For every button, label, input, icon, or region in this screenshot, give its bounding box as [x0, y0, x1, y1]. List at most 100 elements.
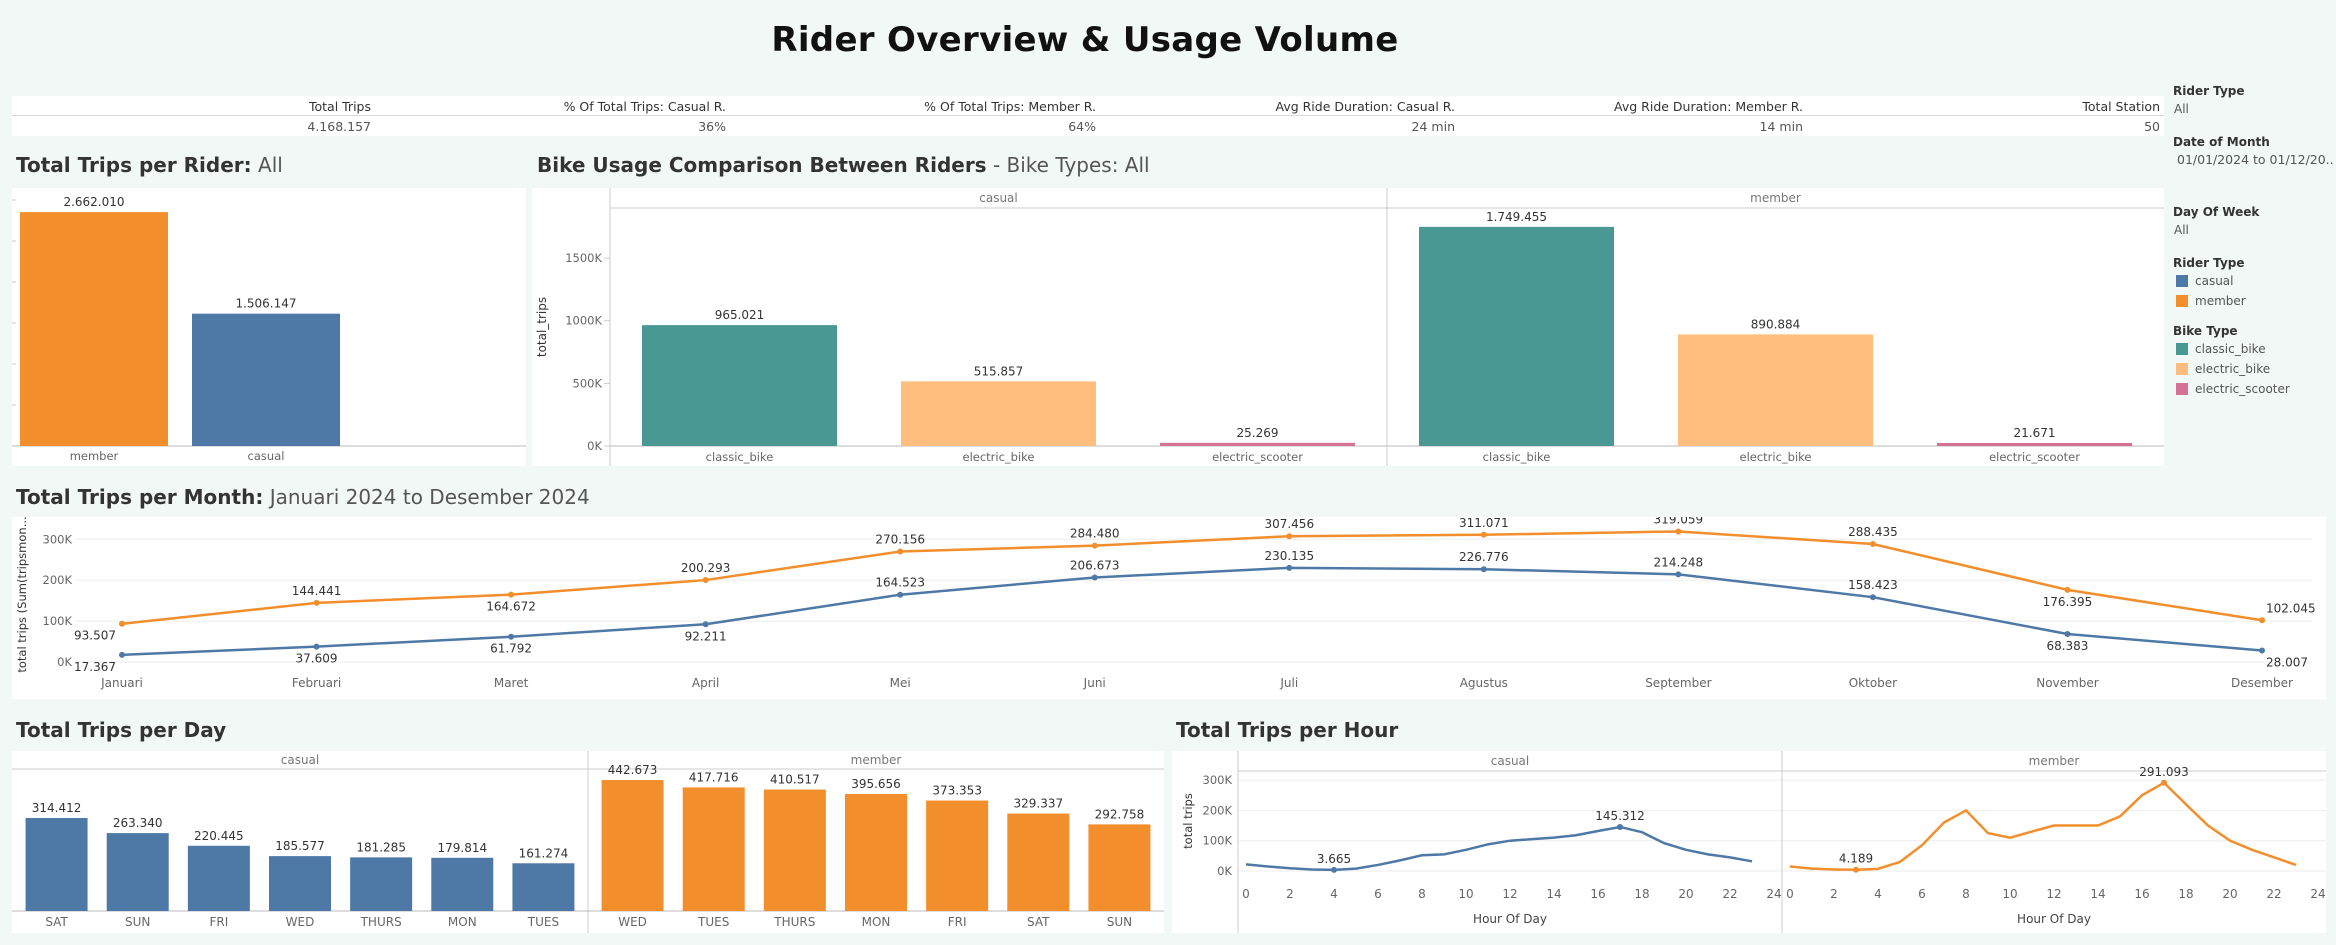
kpi-header-avg-member: Avg Ride Duration: Member R. [1614, 99, 1803, 114]
point-casual [2259, 647, 2265, 654]
kpi-header-total-trips: Total Trips [308, 99, 371, 114]
data-label-member-WED: 442.673 [608, 763, 658, 777]
x-label-classic_bike: classic_bike [1483, 450, 1551, 464]
bike-title-sub: - Bike Types: All [992, 153, 1150, 177]
x-label-MON: MON [862, 915, 891, 929]
line-member [1789, 781, 2297, 871]
point-member [1480, 531, 1487, 538]
x-tick-label: 4 [1874, 887, 1882, 901]
point-member [1091, 542, 1098, 549]
data-label-member-3: 4.189 [1839, 852, 1873, 866]
data-label-member: 2.662.010 [63, 195, 124, 209]
page-title: Rider Overview & Usage Volume [771, 20, 1399, 60]
bar-casual-electric_bike [901, 381, 1096, 446]
point-casual [1286, 564, 1293, 571]
x-axis-title: Hour Of Day [2017, 912, 2091, 926]
point-casual [897, 591, 904, 598]
x-tick-label: 6 [1374, 887, 1382, 901]
facet-header-casual: casual [281, 753, 320, 767]
bike-section-title: Bike Usage Comparison Between Riders - B… [537, 153, 1150, 177]
legend-item-classic-bike[interactable]: classic_bike [2176, 342, 2266, 356]
swatch-electric-scooter [2176, 383, 2188, 395]
x-label-Agustus: Agustus [1460, 676, 1508, 690]
bar-member-MON [845, 793, 907, 911]
swatch-electric-bike [2176, 363, 2188, 375]
kpi-strip: Total Trips % Of Total Trips: Casual R. … [12, 96, 2164, 136]
x-label-SUN: SUN [1107, 915, 1132, 929]
y-tick-label: 300K [1203, 773, 1233, 787]
bar-member-WED [601, 780, 664, 911]
y-axis-title: total trips (Sum(tripsmon... [15, 517, 29, 673]
point-member [1675, 528, 1682, 535]
legend-item-casual[interactable]: casual [2176, 274, 2234, 288]
y-tick-label: 1000K [565, 314, 602, 328]
bar-casual-WED [269, 856, 331, 911]
point-member [2161, 779, 2167, 786]
x-tick-label: 14 [2090, 887, 2105, 901]
legend-label-casual: casual [2195, 274, 2234, 288]
point-casual [313, 643, 320, 650]
day-section-title: Total Trips per Day [16, 718, 226, 742]
legend-item-member[interactable]: member [2176, 294, 2246, 308]
month-title-sub: Januari 2024 to Desember 2024 [269, 485, 590, 509]
data-label-casual-Juli: 230.135 [1264, 549, 1314, 563]
kpi-divider [12, 115, 2164, 116]
bike-title-text: Bike Usage Comparison Between Riders [537, 153, 987, 177]
data-label-member-April: 200.293 [681, 561, 731, 575]
x-label-MON: MON [448, 915, 477, 929]
y-tick-label: 200K [43, 573, 73, 587]
data-label-casual-Desember: 28.007 [2266, 656, 2308, 670]
bar-casual-electric_scooter [1160, 442, 1355, 446]
swatch-member [2176, 295, 2188, 307]
point-casual [1091, 574, 1098, 581]
y-tick-label: 1500K [565, 251, 602, 265]
swatch-classic-bike [2176, 343, 2188, 355]
y-tick-label: 0K [57, 655, 72, 669]
point-member [1853, 866, 1859, 873]
bar-member [20, 212, 168, 446]
x-label-classic_bike: classic_bike [706, 450, 774, 464]
filter-rider-type[interactable]: All [2174, 102, 2189, 116]
bar-casual-THURS [350, 857, 413, 911]
x-label-WED: WED [286, 915, 315, 929]
data-label-casual-electric_bike: 515.857 [974, 364, 1024, 378]
x-label-Mei: Mei [890, 676, 911, 690]
month-section-title: Total Trips per Month: Januari 2024 to D… [16, 485, 590, 509]
bar-member-SUN [1088, 824, 1151, 911]
filter-day-of-week[interactable]: All [2174, 223, 2189, 237]
line-casual [121, 566, 2263, 657]
x-label-casual: casual [248, 449, 285, 463]
bar-member-SAT [1007, 813, 1070, 911]
y-tick-label: 300K [43, 532, 73, 546]
data-label-member-November: 176.395 [2043, 595, 2093, 609]
data-label-member-TUES: 417.716 [689, 770, 739, 784]
filter-date-range[interactable]: 01/01/2024 to 01/12/20.. [2177, 152, 2334, 167]
facet-header-member: member [1750, 191, 1801, 205]
x-tick-label: 8 [1418, 887, 1426, 901]
hour-title-text: Total Trips per Hour [1176, 718, 1399, 742]
data-label-casual-MON: 179.814 [437, 841, 487, 855]
data-label-casual-SAT: 314.412 [32, 801, 82, 815]
facet-header-casual: casual [979, 191, 1018, 205]
x-label-THURS: THURS [360, 915, 402, 929]
point-member [1286, 533, 1293, 540]
swatch-casual [2176, 275, 2188, 287]
legend-item-electric-bike[interactable]: electric_bike [2176, 362, 2270, 376]
x-label-FRI: FRI [209, 915, 228, 929]
x-axis-title: Hour Of Day [1473, 912, 1547, 926]
data-label-casual-classic_bike: 965.021 [715, 308, 765, 322]
data-label-casual-September: 214.248 [1654, 555, 1704, 569]
legend-label-electric-bike: electric_bike [2195, 362, 2271, 376]
filter-rider-type-label: Rider Type [2173, 84, 2245, 98]
x-label-Februari: Februari [292, 676, 341, 690]
data-label-member-SAT: 329.337 [1013, 797, 1063, 811]
x-label-November: November [2036, 676, 2098, 690]
point-casual [1480, 566, 1487, 573]
point-casual [1617, 823, 1623, 830]
data-label-member-THURS: 410.517 [770, 773, 820, 787]
facet-header-member: member [2029, 754, 2080, 768]
legend-item-electric-scooter[interactable]: electric_scooter [2176, 382, 2290, 396]
bar-member-TUES [682, 787, 745, 911]
line-member [121, 530, 2263, 625]
data-label-casual-Juni: 206.673 [1070, 558, 1120, 572]
